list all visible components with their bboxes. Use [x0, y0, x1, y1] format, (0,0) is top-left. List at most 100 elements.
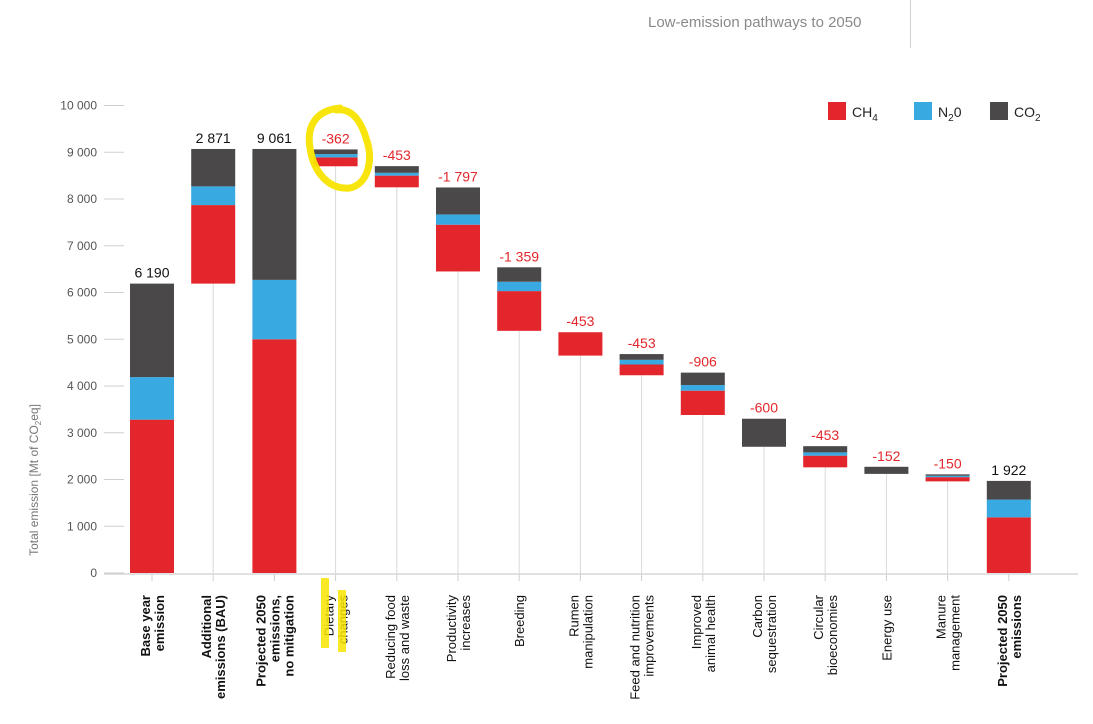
x-category-label: Rumen manipulation: [566, 595, 595, 669]
bar-value-label: 2 871: [196, 130, 231, 146]
x-category-line: Carbon: [750, 595, 765, 638]
bar-segment-n2o: [191, 186, 236, 206]
x-category-line: Rumen: [566, 595, 581, 637]
y-tick-label: 5 000: [67, 332, 97, 346]
x-axis: Base year emission Additional emissions (BA…: [104, 573, 1078, 700]
highlight-mark: [321, 578, 329, 648]
x-category-line: emissions: [1009, 595, 1024, 659]
bar-segment-n2o: [680, 385, 725, 391]
x-category-line: Feed and nutrition: [628, 595, 643, 700]
bar-value-label: -1 359: [499, 248, 539, 264]
bar-segment-co2: [864, 466, 909, 474]
bar-value-label: -600: [750, 400, 778, 416]
bar-value-label: -453: [383, 147, 411, 163]
legend: CH4 N20 CO2: [828, 102, 1041, 124]
bar-segment-n2o: [619, 359, 664, 365]
x-category-line: Base year: [138, 595, 153, 656]
bar-segment-co2: [191, 148, 236, 187]
bar-segment-n2o: [497, 281, 542, 292]
bar-segment-ch4: [986, 517, 1031, 573]
x-category-line: emissions (BAU): [213, 595, 228, 699]
x-category-label: Feed and nutrition improvements: [628, 595, 657, 700]
bar-segment-n2o: [313, 154, 358, 158]
x-category-label: Productivity increases: [444, 595, 473, 663]
y-axis-title: Total emission [Mt of CO2eq]: [27, 404, 43, 556]
bar-value-label: 9 061: [257, 130, 292, 146]
x-category-line: Circular: [811, 594, 826, 639]
bar-segment-ch4: [558, 332, 603, 356]
x-category-line: Projected 2050: [995, 595, 1010, 687]
x-category-label: Reducing food loss and waste: [383, 595, 412, 681]
legend-swatch-n2o: [914, 102, 932, 120]
page-header-title: Low-emission pathways to 2050: [648, 14, 862, 31]
y-tick-label: 6 000: [67, 286, 97, 300]
bar-segment-co2: [986, 480, 1031, 500]
x-category-line: Manure: [934, 595, 949, 639]
x-category-line: management: [948, 595, 963, 671]
bar-segment-ch4: [130, 419, 174, 573]
y-tick-label: 0: [90, 566, 97, 580]
x-category-label: Circular bioeconomies: [811, 594, 840, 675]
bar-segment-ch4: [374, 175, 419, 188]
x-category-line: increases: [458, 595, 473, 651]
x-category-line: Additional: [199, 595, 214, 659]
legend-swatch-ch4: [828, 102, 846, 120]
bar-segment-ch4: [436, 224, 480, 272]
header-divider: [910, 0, 911, 48]
bar-segment-n2o: [986, 499, 1031, 518]
bar-value-label: -152: [872, 448, 900, 464]
y-tick-label: 7 000: [67, 239, 97, 253]
x-category-label: Manure management: [934, 595, 963, 671]
bar-segment-n2o: [252, 279, 297, 340]
bar-segment-co2: [252, 148, 297, 280]
bar-segment-co2: [313, 149, 358, 155]
bar-value-label: -453: [811, 427, 839, 443]
bar-segment-co2: [742, 418, 786, 447]
y-tick-label: 10 000: [60, 99, 97, 113]
bar-segment-co2: [374, 166, 419, 173]
bar-segment-ch4: [925, 477, 970, 482]
x-category-label: Breeding: [512, 595, 527, 647]
bar-value-label: -150: [934, 455, 962, 471]
y-tick-label: 8 000: [67, 192, 97, 206]
x-category-label: Projected 2050 emissions: [995, 595, 1024, 687]
x-category-line: emission: [152, 595, 167, 651]
x-category-line: Projected 2050: [253, 595, 268, 687]
bar-segment-n2o: [374, 172, 419, 176]
x-category-label: Energy use: [879, 595, 894, 661]
bar-segment-ch4: [313, 157, 358, 167]
legend-label-co2: CO2: [1014, 104, 1041, 124]
x-category-label: Improved animal health: [689, 595, 718, 672]
highlight-mark: [338, 590, 346, 652]
y-tick-label: 2 000: [67, 473, 97, 487]
bar-value-label: 1 922: [991, 462, 1026, 478]
bar-segment-co2: [436, 187, 480, 215]
x-category-line: bioeconomies: [825, 595, 840, 676]
y-tick-label: 3 000: [67, 426, 97, 440]
bar-value-label: -362: [322, 130, 350, 146]
bar-segment-n2o: [130, 377, 174, 420]
bar-value-label: -1 797: [438, 168, 478, 184]
x-category-line: improvements: [642, 595, 657, 677]
bar-segment-co2: [925, 474, 970, 476]
highlight-circle: [305, 104, 373, 192]
legend-label-n2o: N20: [938, 104, 962, 124]
bar-segment-n2o: [925, 475, 970, 478]
bar-segment-ch4: [497, 291, 542, 331]
legend-swatch-co2: [990, 102, 1008, 120]
y-axis: 0 1 000 2 000 3 000 4 000 5 000 6 000 7 000 8 00…: [27, 99, 124, 580]
bar-segment-co2: [803, 446, 848, 453]
bar-value-labels: 6 190 2 871 9 061 -362 -453 -1 797 -1 359 -453 -…: [134, 130, 1026, 478]
bar-segment-n2o: [436, 214, 480, 225]
x-category-line: Breeding: [512, 595, 527, 647]
bar-value-label: -906: [689, 354, 717, 370]
x-category-line: animal health: [703, 595, 718, 672]
connector-lines: [212, 166, 949, 573]
x-category-line: Energy use: [879, 595, 894, 661]
bar-value-label: 6 190: [134, 265, 169, 281]
bar-segment-co2: [619, 354, 664, 360]
x-category-label: Additional emissions (BAU): [199, 595, 228, 699]
bar-segment-ch4: [191, 205, 236, 284]
bars-group: [130, 148, 1031, 573]
